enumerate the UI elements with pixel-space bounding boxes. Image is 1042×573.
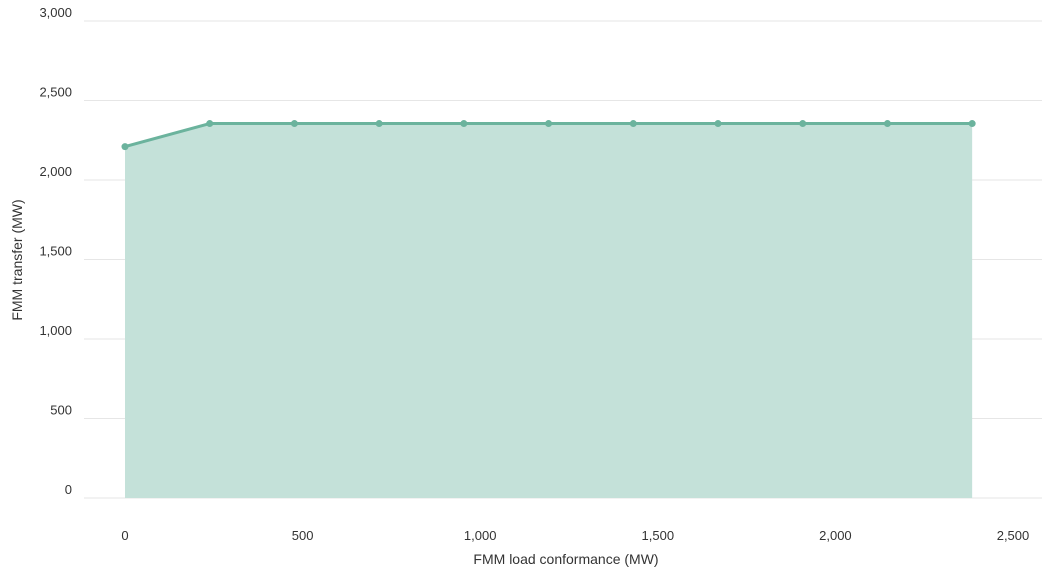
- y-tick-label: 1,000: [39, 323, 72, 338]
- y-tick-label: 0: [65, 482, 72, 497]
- y-tick-label: 1,500: [39, 244, 72, 259]
- area-layer: [125, 123, 973, 499]
- data-point[interactable]: [206, 120, 214, 128]
- data-point[interactable]: [290, 120, 298, 128]
- data-point[interactable]: [799, 120, 807, 128]
- point-layer: [121, 120, 976, 151]
- data-point[interactable]: [968, 120, 976, 128]
- data-point[interactable]: [121, 143, 129, 151]
- y-tick-label: 2,000: [39, 164, 72, 179]
- data-point[interactable]: [714, 120, 722, 128]
- y-axis-ticks: 0 500 1,000 1,500 2,000 2,500 3,000: [39, 5, 72, 497]
- x-tick-label: 2,500: [997, 528, 1030, 543]
- x-tick-label: 0: [121, 528, 128, 543]
- data-point[interactable]: [460, 120, 468, 128]
- y-tick-label: 500: [50, 403, 72, 418]
- data-point[interactable]: [883, 120, 891, 128]
- x-axis-title: FMM load conformance (MW): [473, 551, 658, 567]
- x-tick-label: 500: [292, 528, 314, 543]
- x-axis-ticks: 0 500 1,000 1,500 2,000 2,500: [121, 528, 1029, 543]
- y-tick-label: 2,500: [39, 85, 72, 100]
- y-axis-title: FMM transfer (MW): [9, 199, 25, 320]
- y-tick-label: 3,000: [39, 5, 72, 20]
- data-point[interactable]: [375, 120, 383, 128]
- series-area: [125, 123, 973, 499]
- x-tick-label: 2,000: [819, 528, 852, 543]
- x-tick-label: 1,000: [464, 528, 497, 543]
- data-point[interactable]: [545, 120, 553, 128]
- data-point[interactable]: [629, 120, 637, 128]
- x-tick-label: 1,500: [642, 528, 675, 543]
